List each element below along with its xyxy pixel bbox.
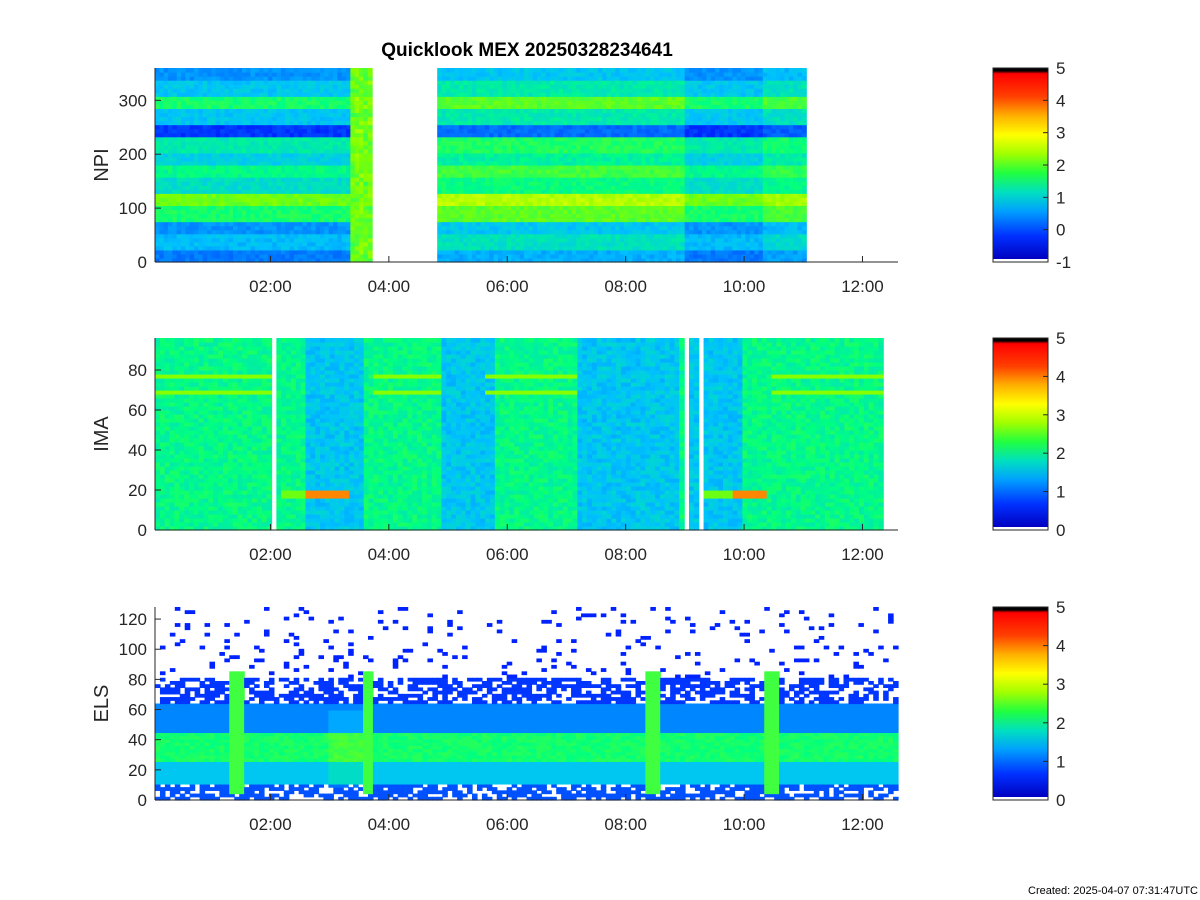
- x-tick-label: 02:00: [249, 545, 292, 564]
- y-tick-label: 0: [138, 521, 147, 540]
- colorbar-tick-label: 3: [1056, 406, 1065, 425]
- x-tick-label: 06:00: [486, 545, 529, 564]
- y-tick-label: 120: [119, 610, 147, 629]
- x-tick-label: 10:00: [723, 815, 766, 834]
- y-tick-label: 20: [128, 481, 147, 500]
- els-panel: 02:00 04:00 06:00 08:00 10:00 12:00 0 20 40 60 80 1…: [91, 607, 899, 834]
- colorbar-frame: [992, 337, 1049, 531]
- y-tick-label: 0: [138, 253, 147, 272]
- colorbar-frame: [992, 606, 1049, 801]
- x-tick-label: 08:00: [604, 815, 647, 834]
- y-tick-label: 300: [119, 91, 147, 110]
- y-tick-label: 20: [128, 761, 147, 780]
- els-y-label: ELS: [91, 685, 113, 723]
- figure-title: Quicklook MEX 20250328234641: [381, 40, 673, 61]
- npi-y-label: NPI: [91, 148, 113, 181]
- x-tick-label: 12:00: [841, 815, 884, 834]
- x-tick-label: 06:00: [486, 277, 529, 296]
- colorbar-tick-label: 2: [1056, 444, 1065, 463]
- colorbar-gradient: [993, 338, 1048, 527]
- colorbar-tick-label: 3: [1056, 675, 1065, 694]
- x-tick-label: 04:00: [368, 277, 411, 296]
- colorbar-tick-label: 4: [1056, 637, 1065, 656]
- x-tick-label: 02:00: [249, 277, 292, 296]
- x-tick-label: 02:00: [249, 815, 292, 834]
- colorbar-tick-label: 4: [1056, 367, 1065, 386]
- colorbar-tick-label: 0: [1056, 221, 1065, 240]
- x-tick-label: 12:00: [841, 545, 884, 564]
- x-tick-label: 12:00: [841, 277, 884, 296]
- y-tick-label: 80: [128, 670, 147, 689]
- colorbar-tick-label: -1: [1056, 253, 1071, 272]
- npi-colorbar: -1 0 1 2 3 4 5: [992, 59, 1071, 272]
- y-tick-label: 0: [138, 791, 147, 810]
- colorbar-tick-label: 0: [1056, 791, 1065, 810]
- y-tick-label: 200: [119, 145, 147, 164]
- colorbar-tick-label: 1: [1056, 483, 1065, 502]
- colorbar-tick-label: 4: [1056, 91, 1065, 110]
- ima-panel: 02:00 04:00 06:00 08:00 10:00 12:00 0 20 40 60 80 I…: [91, 338, 898, 564]
- colorbar-tick-label: 0: [1056, 521, 1065, 540]
- y-tick-label: 40: [128, 731, 147, 750]
- x-tick-label: 10:00: [723, 545, 766, 564]
- x-tick-label: 04:00: [368, 815, 411, 834]
- creation-timestamp: Created: 2025-04-07 07:31:47UTC: [1028, 885, 1198, 897]
- colorbar-gradient: [993, 68, 1048, 259]
- y-tick-label: 80: [128, 361, 147, 380]
- colorbar-tick-label: 5: [1056, 329, 1065, 348]
- y-tick-label: 60: [128, 401, 147, 420]
- els-colorbar: 0 1 2 3 4 5: [992, 598, 1065, 810]
- els-spectrogram: [155, 607, 899, 801]
- colorbar-tick-label: 1: [1056, 752, 1065, 771]
- npi-panel: 02:00 04:00 06:00 08:00 10:00 12:00 0 100 200 300…: [91, 68, 898, 296]
- y-tick-label: 100: [119, 640, 147, 659]
- x-tick-label: 06:00: [486, 815, 529, 834]
- y-tick-label: 40: [128, 441, 147, 460]
- y-tick-label: 60: [128, 701, 147, 720]
- x-tick-label: 08:00: [604, 545, 647, 564]
- ima-y-label: IMA: [91, 416, 113, 452]
- colorbar-tick-label: 5: [1056, 598, 1065, 617]
- ima-colorbar: 0 1 2 3 4 5: [992, 329, 1065, 540]
- colorbar-tick-label: 1: [1056, 188, 1065, 207]
- colorbar-tick-label: 3: [1056, 124, 1065, 143]
- colorbar-tick-label: 5: [1056, 59, 1065, 78]
- y-tick-label: 100: [119, 199, 147, 218]
- x-tick-label: 10:00: [723, 277, 766, 296]
- x-tick-label: 08:00: [604, 277, 647, 296]
- colorbar-tick-label: 2: [1056, 714, 1065, 733]
- colorbar-gradient: [993, 607, 1048, 797]
- x-tick-label: 04:00: [368, 545, 411, 564]
- colorbar-tick-label: 2: [1056, 156, 1065, 175]
- ima-spectrogram: [155, 338, 884, 531]
- npi-spectrogram: [155, 68, 807, 263]
